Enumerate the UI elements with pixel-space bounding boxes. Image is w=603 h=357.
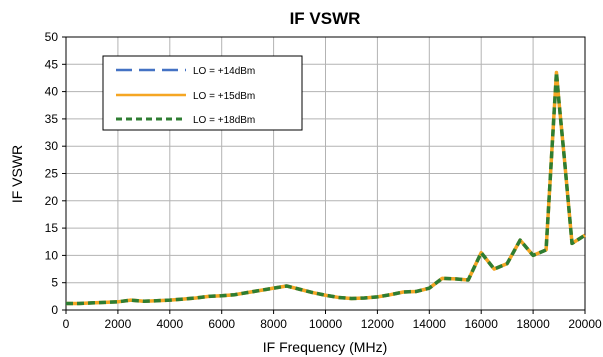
series-line-3 xyxy=(66,70,586,306)
x-tick-label: 10000 xyxy=(309,317,343,331)
x-tick-label: 6000 xyxy=(208,317,235,331)
y-axis-label: IF VSWR xyxy=(9,145,25,203)
y-tick-label: 45 xyxy=(45,57,59,71)
y-tick-label: 0 xyxy=(51,303,58,317)
x-tick-label: 18000 xyxy=(516,317,550,331)
legend-label-3: LO = +18dBm xyxy=(193,115,255,126)
y-tick-labels: 0 5 10 15 20 25 30 35 40 45 50 xyxy=(45,30,59,317)
y-tick-label: 40 xyxy=(45,85,59,99)
y-tick-label: 35 xyxy=(45,112,59,126)
x-tick-label: 12000 xyxy=(361,317,395,331)
x-tick-labels: 0 2000 4000 6000 8000 10000 12000 14000 16000 180… xyxy=(63,317,602,331)
legend: LO = +14dBm LO = +15dBm LO = +18dBm xyxy=(102,55,303,131)
y-tick-label: 15 xyxy=(45,221,59,235)
series-layer xyxy=(66,70,586,306)
x-tick-label: 0 xyxy=(63,317,70,331)
y-tick-label: 20 xyxy=(45,194,59,208)
x-tick-label: 4000 xyxy=(156,317,183,331)
x-tick-label: 2000 xyxy=(105,317,132,331)
legend-label-1: LO = +14dBm xyxy=(193,66,255,77)
y-tick-label: 50 xyxy=(45,30,59,44)
y-tick-label: 25 xyxy=(45,167,59,181)
x-axis-label: IF Frequency (MHz) xyxy=(263,339,387,355)
x-tick-label: 20000 xyxy=(568,317,602,331)
y-tick-label: 10 xyxy=(45,248,59,262)
plot-area-border xyxy=(65,36,586,311)
x-tick-label: 16000 xyxy=(465,317,499,331)
y-tick-label: 5 xyxy=(51,276,58,290)
y-tick-label: 30 xyxy=(45,139,59,153)
x-tick-label: 14000 xyxy=(413,317,447,331)
legend-label-2: LO = +15dBm xyxy=(193,91,255,102)
chart-title: IF VSWR xyxy=(290,9,361,28)
x-tick-label: 8000 xyxy=(260,317,287,331)
